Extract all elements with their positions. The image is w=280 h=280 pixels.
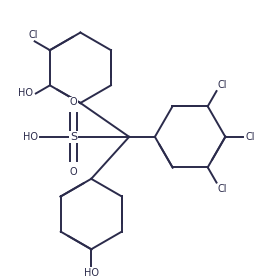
Text: HO: HO [24,132,38,142]
Text: Cl: Cl [245,132,255,142]
Text: HO: HO [18,88,33,99]
Text: Cl: Cl [29,30,38,40]
Text: O: O [70,167,78,177]
Text: O: O [70,97,78,107]
Text: Cl: Cl [218,184,227,194]
Text: HO: HO [84,268,99,278]
Text: S: S [70,132,77,142]
Text: Cl: Cl [218,80,227,90]
